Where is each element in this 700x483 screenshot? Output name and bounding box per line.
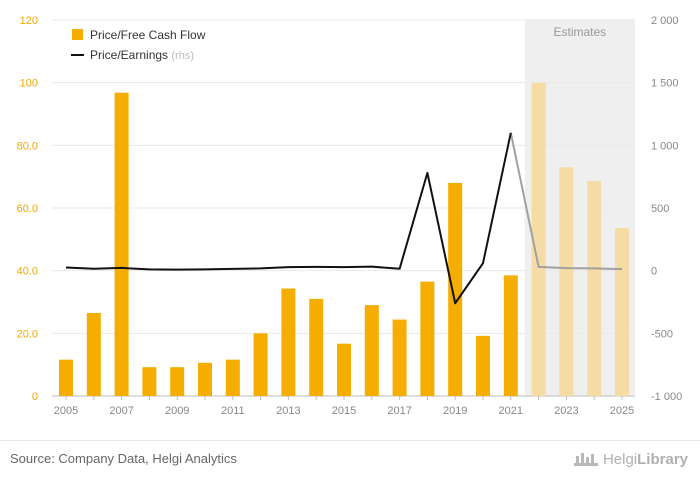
bar-price-fcf xyxy=(448,182,463,396)
bar-price-fcf xyxy=(114,92,129,397)
line-price-earnings xyxy=(65,132,512,305)
y-right-tick-label: -500 xyxy=(651,328,673,340)
y-left-tick-label: 0 xyxy=(32,391,38,403)
y-right-tick-label: 500 xyxy=(651,203,669,215)
estimates-label: Estimates xyxy=(554,25,607,39)
x-tick-label: 2023 xyxy=(554,405,578,417)
bar-price-fcf xyxy=(392,319,407,396)
chart: Estimates 0 20.0 40.0 60.0 80.0 100 120 -1 000 -5… xyxy=(17,15,683,417)
bar-price-fcf xyxy=(198,362,212,396)
x-tick-label: 2013 xyxy=(276,405,300,417)
brand-text-light: Helgi xyxy=(602,450,638,468)
y-right-tick-label: 1 500 xyxy=(651,78,679,90)
x-tick-label: 2025 xyxy=(610,405,634,417)
y-left-tick-label: 80.0 xyxy=(17,140,38,152)
y-left-tick-label: 20.0 xyxy=(17,328,38,340)
y-left-tick-label: 120 xyxy=(20,15,38,27)
bar-price-fcf xyxy=(225,359,240,396)
bar-price-fcf xyxy=(170,367,185,396)
y-right-tick-label: 2 000 xyxy=(651,15,679,27)
y-right-tick-label: 0 xyxy=(651,266,657,278)
line-price-earnings-estimate xyxy=(509,132,623,271)
legend-rhs-suffix: (rhs) xyxy=(171,50,194,62)
legend-swatch-bar xyxy=(72,29,83,40)
bar-price-fcf xyxy=(281,288,296,396)
bar-price-fcf xyxy=(309,298,324,396)
x-tick-label: 2007 xyxy=(109,405,133,417)
y-left-tick-label: 100 xyxy=(20,78,38,90)
helgi-library-logo-icon xyxy=(573,453,598,466)
bar-price-fcf xyxy=(587,181,602,396)
bar-price-fcf xyxy=(142,367,157,396)
bar-price-fcf xyxy=(503,275,518,396)
y-left-tick-label: 60.0 xyxy=(17,203,38,215)
legend-label-price-fcf: Price/Free Cash Flow xyxy=(90,28,206,42)
x-tick-label: 2011 xyxy=(221,405,245,417)
bar-price-fcf xyxy=(615,228,629,396)
y-right-tick-label: 1 000 xyxy=(651,140,679,152)
bar-price-fcf xyxy=(337,343,351,396)
x-tick-label: 2017 xyxy=(387,405,411,417)
source-note: Source: Company Data, Helgi Analytics xyxy=(10,451,237,466)
x-tick-label: 2021 xyxy=(499,405,523,417)
bar-price-fcf xyxy=(253,333,268,396)
legend: Price/Free Cash Flow Price/Earnings (rhs) xyxy=(71,28,206,62)
y-left-tick-label: 40.0 xyxy=(17,266,38,278)
x-tick-label: 2019 xyxy=(443,405,467,417)
x-tick-label: 2009 xyxy=(165,405,189,417)
x-tick-label: 2005 xyxy=(54,405,78,417)
bar-price-fcf xyxy=(559,167,574,396)
x-tick-label: 2015 xyxy=(332,405,356,417)
bar-price-fcf xyxy=(86,312,101,396)
brand-logo[interactable]: HelgiLibrary xyxy=(573,448,688,470)
legend-label-price-earnings: Price/Earnings (rhs) xyxy=(90,48,194,62)
bar-price-fcf xyxy=(59,359,73,396)
footer-divider xyxy=(0,440,700,441)
bar-price-fcf xyxy=(531,82,546,397)
brand-text: HelgiLibrary xyxy=(603,451,688,468)
bar-price-fcf xyxy=(364,305,379,396)
bar-price-fcf xyxy=(420,281,435,396)
brand-text-bold: Library xyxy=(637,450,688,468)
bar-price-fcf xyxy=(476,335,490,396)
y-right-tick-label: -1 000 xyxy=(651,391,682,403)
